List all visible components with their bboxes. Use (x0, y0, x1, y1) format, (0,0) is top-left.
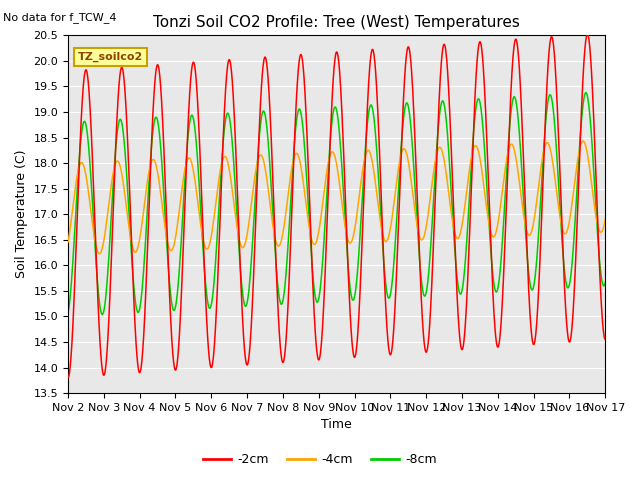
Title: Tonzi Soil CO2 Profile: Tree (West) Temperatures: Tonzi Soil CO2 Profile: Tree (West) Temp… (153, 15, 520, 30)
X-axis label: Time: Time (321, 419, 352, 432)
Y-axis label: Soil Temperature (C): Soil Temperature (C) (15, 150, 28, 278)
Legend: -2cm, -4cm, -8cm: -2cm, -4cm, -8cm (198, 448, 442, 471)
Text: No data for f_TCW_4: No data for f_TCW_4 (3, 12, 116, 23)
Text: TZ_soilco2: TZ_soilco2 (77, 51, 143, 62)
